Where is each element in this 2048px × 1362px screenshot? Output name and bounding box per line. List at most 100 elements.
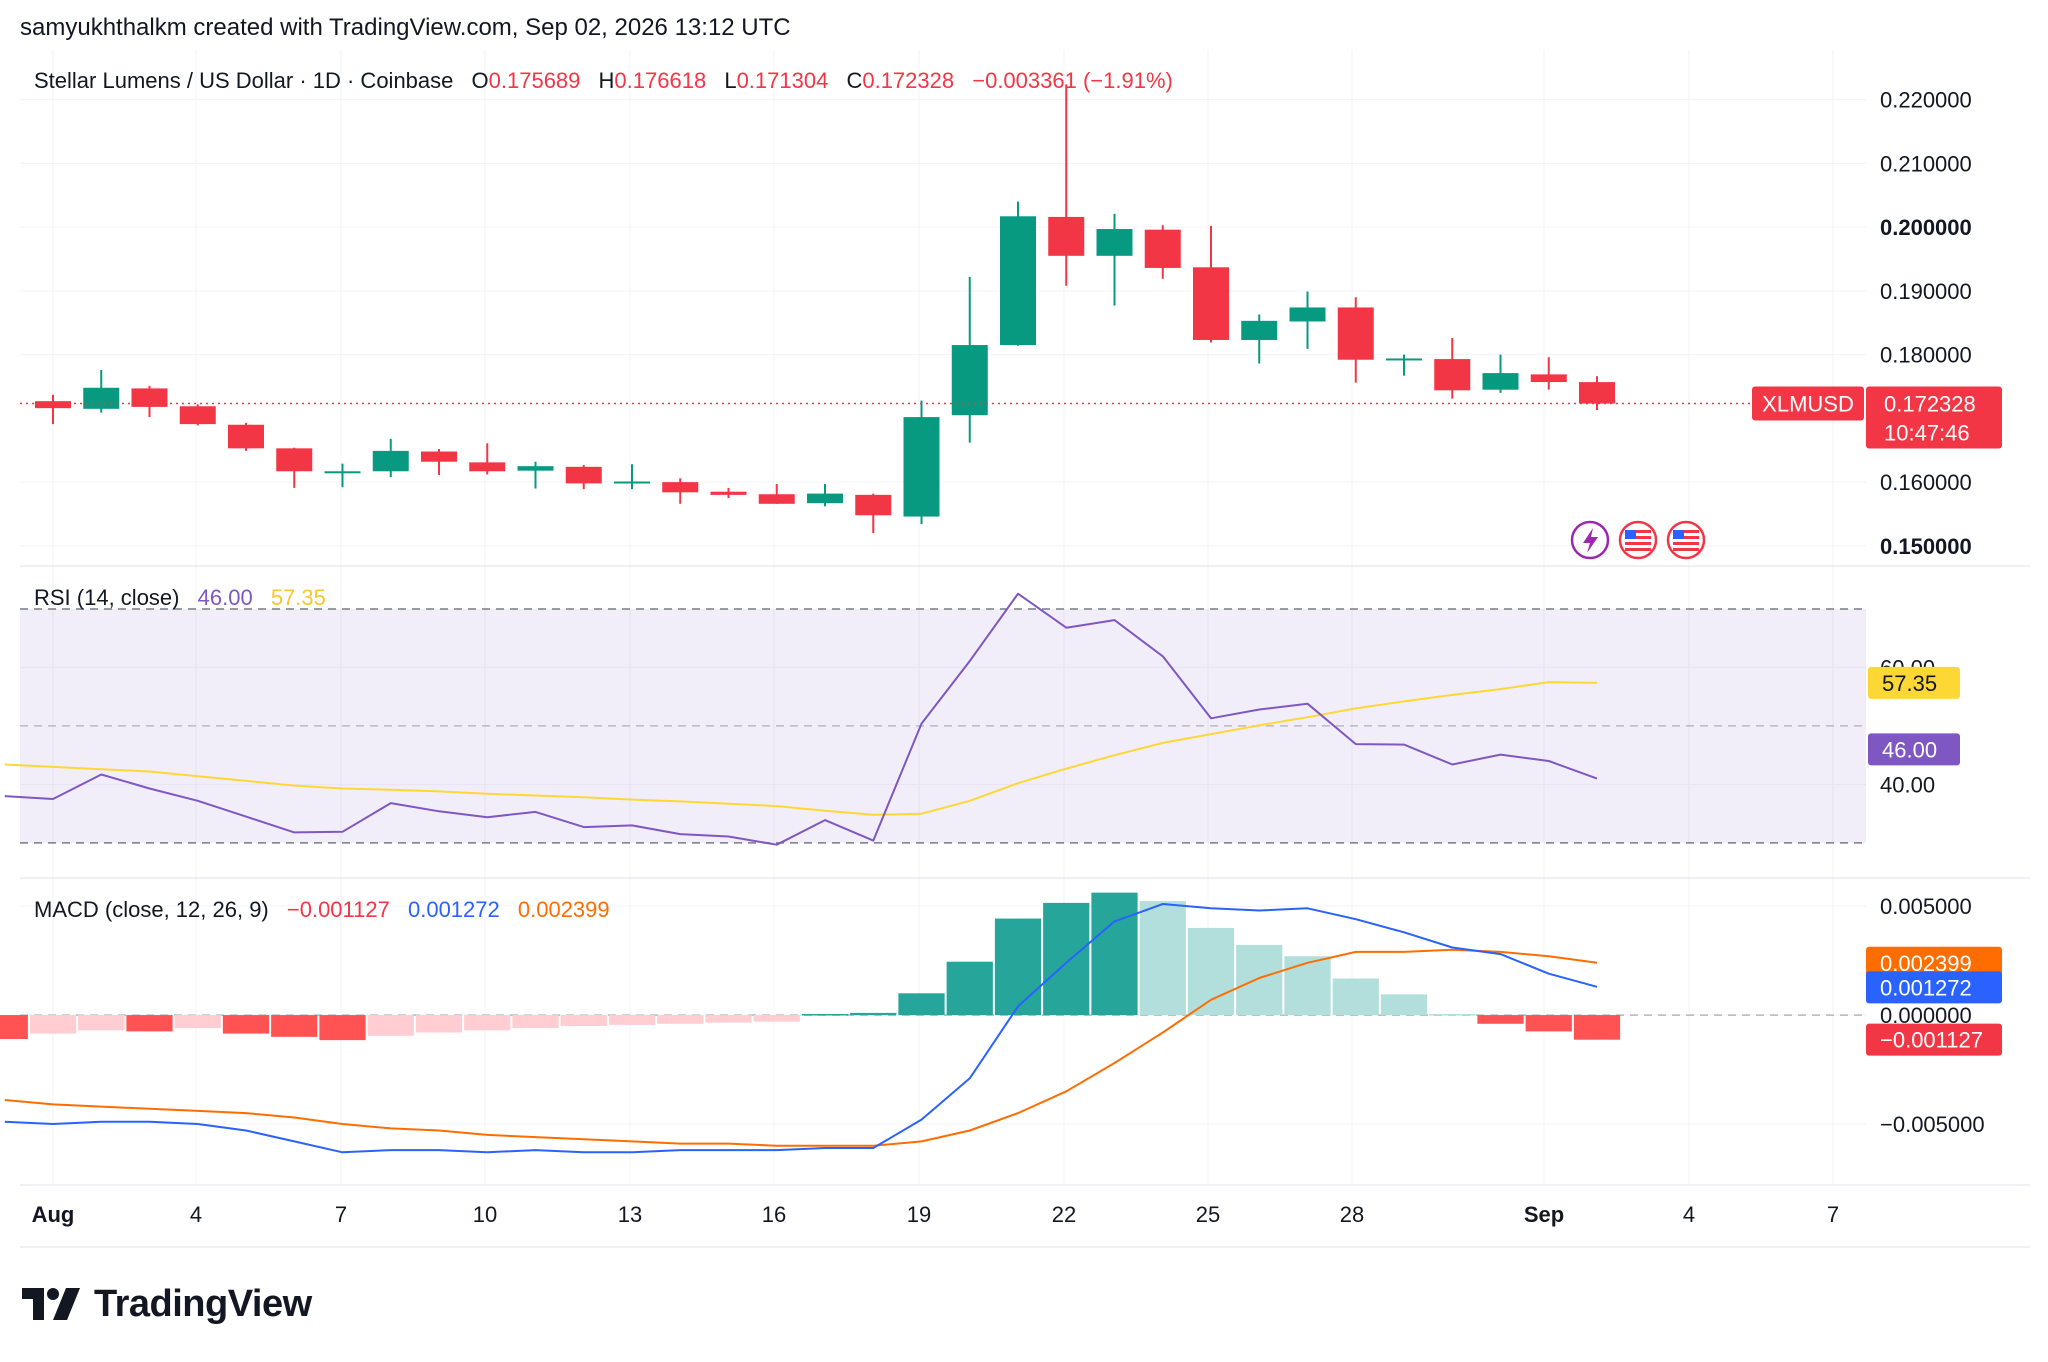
macd-histogram-bar [367,1015,414,1036]
us-flag-stripe [1625,548,1651,551]
low-label: L [724,68,737,93]
candle [710,487,747,499]
candle-body [1096,229,1133,256]
macd-histogram-bar [512,1015,559,1029]
candle-body [1289,307,1326,322]
candle [179,404,216,426]
candle-body [179,406,216,425]
macd-signal-value: 0.002399 [517,897,610,922]
candle-body [228,424,264,449]
brand-name: TradingView [94,1282,312,1325]
event-icons [1570,520,1706,560]
macd-histogram-bar [0,1015,28,1040]
candle [469,443,506,475]
high-value: 0.176618 [614,68,707,93]
lightning-icon-bolt [1583,528,1598,553]
macd-badge-value: 0.001272 [1880,975,1972,1000]
candle-body [1386,358,1422,361]
time-axis-label: 7 [335,1202,347,1227]
rsi-ma-value: 57.35 [270,585,326,610]
candle-body [1530,374,1567,383]
us-flag-ring [1666,520,1706,560]
candle [421,448,457,476]
time-axis-label: 25 [1196,1202,1220,1227]
tradingview-logo-icon [22,1288,80,1320]
time-axis-label: 16 [762,1202,786,1227]
price-axis-label: 0.180000 [1880,343,1972,368]
candle-body [951,345,988,416]
macd-axis-label: 0.005000 [1880,894,1972,919]
candle-body [35,401,71,409]
candle [1530,357,1567,390]
time-axis-label: 10 [473,1202,497,1227]
candle-body [372,450,409,472]
macd-badge [1866,971,2002,1004]
macd-hist-badge-value: −0.001127 [1880,1028,1983,1053]
macd-title: MACD (close, 12, 26, 9) [34,897,269,922]
us-flag-canton [1625,530,1636,539]
candle [758,484,795,504]
macd-hist-value: −0.001127 [286,897,390,922]
candle [276,447,313,488]
candle-body [807,493,843,504]
change-value: −0.003361 (−1.91%) [972,68,1173,93]
macd-histogram-bar [1380,994,1428,1016]
macd-histogram-bar [560,1015,607,1026]
candle-body [1193,267,1229,340]
candle [324,463,361,488]
candle-body [903,417,940,517]
tradingview-logo[interactable]: TradingView [22,1282,312,1326]
macd-histogram-bar [1043,902,1090,1016]
macd-histogram-bar [78,1015,125,1031]
candle-body [855,494,892,516]
candle [83,369,120,413]
candle-body [614,481,650,484]
macd-histogram-bar [608,1015,656,1025]
symbol-name: Stellar Lumens / US Dollar · 1D · Coinba… [34,68,454,93]
candle-body [1144,229,1181,268]
candle [517,461,554,489]
price-axis-label: 0.220000 [1880,88,1972,113]
candle [807,484,843,507]
candle [951,276,988,443]
us-flag-stripe [1625,542,1651,545]
candle [35,394,71,425]
macd-histogram-bar [319,1015,366,1041]
price-axis-label: 0.210000 [1880,151,1972,176]
macd-histogram-bar [994,918,1042,1016]
macd-histogram-bar [657,1015,704,1024]
macd-histogram-bar [898,993,945,1016]
candle [1193,225,1229,343]
candle-body [1337,307,1374,360]
candle [903,400,940,525]
macd-signal-badge [1866,946,2002,979]
us-flag-stripe [1625,530,1651,533]
macd-histogram-bar [1139,901,1186,1016]
lightning-icon [1570,520,1610,560]
candle-body [1000,216,1036,346]
price-axis-label: 0.190000 [1880,279,1972,304]
price-axis-label: 0.150000 [1880,534,1972,559]
macd-histogram-bar [801,1013,849,1016]
rsi-value: 46.00 [197,585,253,610]
rsi-ma-line [4,681,1598,816]
candle-body [758,494,795,504]
rsi-axis-label: 40.00 [1880,772,1935,797]
candle [228,422,264,451]
candle [131,385,168,418]
time-axis-label: Sep [1524,1202,1564,1227]
candle-body [517,466,554,471]
candle-body [565,466,602,484]
price-legend: Stellar Lumens / US Dollar · 1D · Coinba… [34,68,1173,94]
candle-body [276,448,313,472]
macd-line [4,903,1598,1154]
macd-histogram-bar [464,1015,511,1031]
price-badge-countdown: 10:47:46 [1884,421,1970,446]
close-label: C [846,68,863,93]
macd-histogram-bar [705,1015,752,1023]
rsi-ma-badge-value: 57.35 [1882,671,1937,696]
candle [1241,314,1278,364]
candle [565,464,602,490]
chart-credit: samyukhthalkm created with TradingView.c… [20,14,791,41]
